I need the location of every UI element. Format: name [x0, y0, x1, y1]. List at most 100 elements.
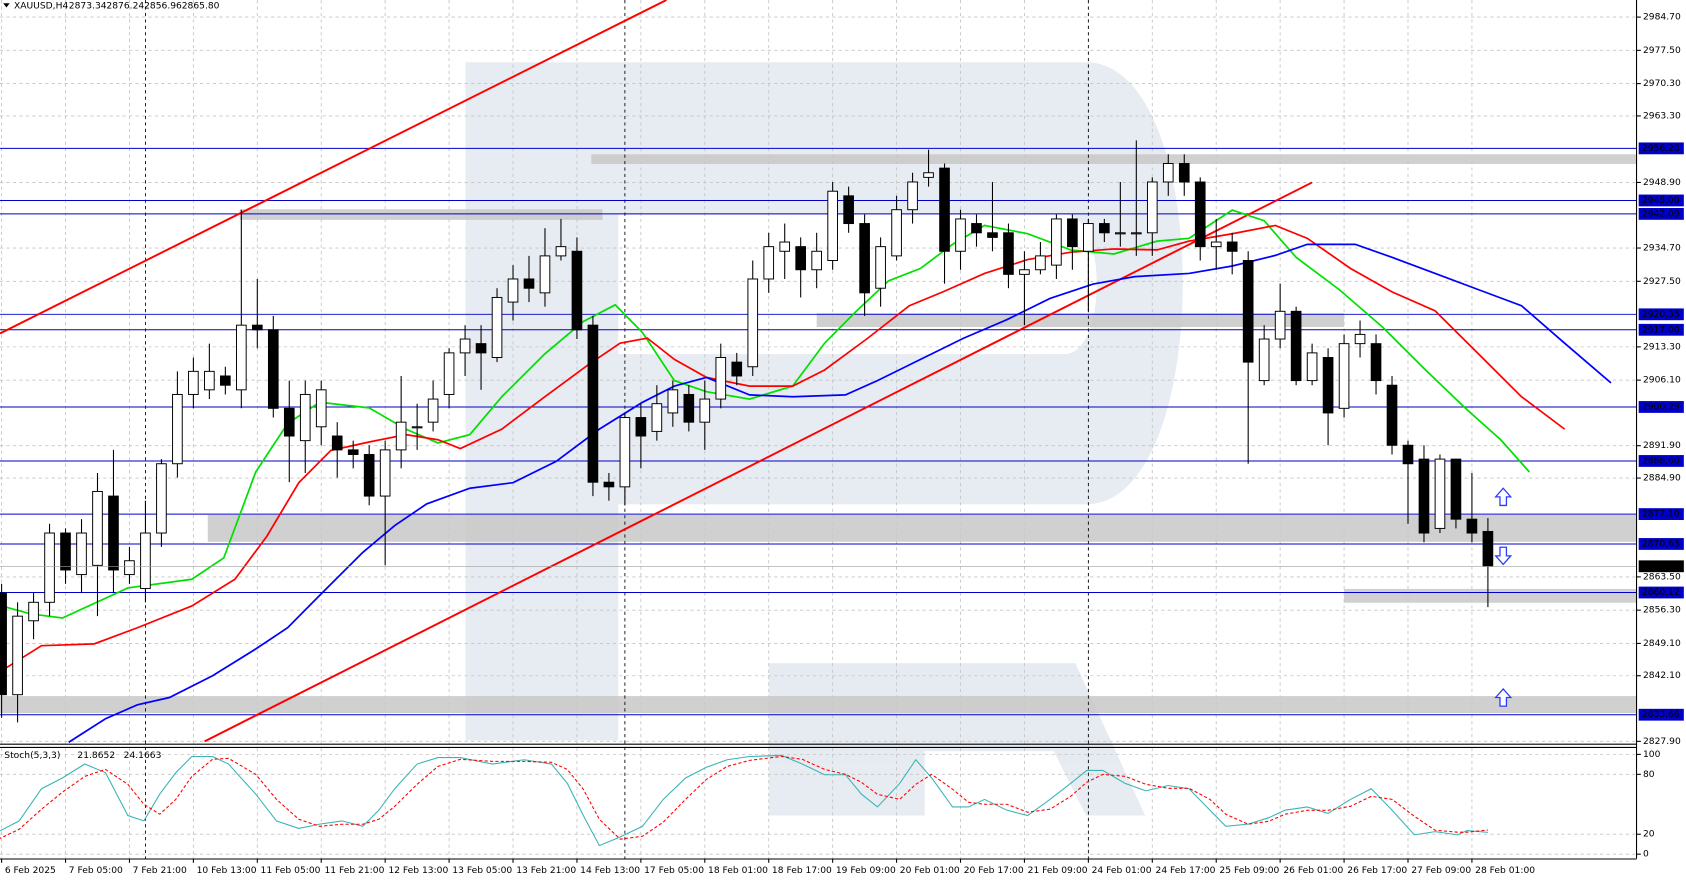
y-tick-label: 2884.90: [1643, 474, 1681, 484]
candle-body: [347, 449, 359, 455]
candle-body: [188, 370, 199, 395]
x-tick-label: 20 Feb 01:00: [900, 866, 960, 876]
moving-average: [1, 224, 1566, 672]
candle-body: [1130, 232, 1142, 235]
y-tick-label: 0: [1643, 850, 1649, 860]
level-label: 2942.09: [1642, 209, 1680, 219]
y-tick-label: 2849.10: [1643, 639, 1681, 649]
trend-line: [0, 0, 667, 335]
candle-body: [523, 278, 535, 289]
x-tick-label: 11 Feb 05:00: [261, 866, 321, 876]
level-label: 2860.12: [1642, 588, 1680, 598]
indicator-value: 24.1663: [124, 751, 162, 761]
candle-body: [12, 615, 23, 696]
candle-body: [763, 246, 775, 280]
indicator-label: Stoch(5,3,3): [4, 751, 60, 761]
x-tick-label: 17 Feb 05:00: [644, 866, 704, 876]
candle-body: [555, 246, 567, 257]
y-tick-label: 2891.90: [1643, 441, 1681, 451]
level-label: 2917.00: [1642, 325, 1680, 335]
x-tick-label: 21 Feb 09:00: [1028, 866, 1088, 876]
candle-body: [363, 454, 375, 497]
candle-body: [667, 389, 679, 414]
menu-triangle: [3, 3, 10, 8]
candle-body: [108, 495, 119, 571]
candle-body: [923, 172, 934, 178]
y-tick-label: 2856.30: [1643, 606, 1681, 616]
x-tick-label: 26 Feb 01:00: [1283, 866, 1343, 876]
trend-line: [204, 181, 1313, 743]
candle-body: [587, 324, 599, 483]
candle-body: [44, 532, 55, 603]
candle-body: [299, 393, 311, 442]
candle-body: [491, 296, 503, 358]
price-zone: [816, 313, 1345, 328]
x-tick-label: 24 Feb 01:00: [1092, 866, 1152, 876]
y-tick-label: 80: [1643, 770, 1655, 780]
level-label: 2945.00: [1642, 196, 1680, 206]
candle-body: [1482, 530, 1494, 567]
candle-body: [124, 560, 135, 576]
x-tick-label: 25 Feb 09:00: [1219, 866, 1279, 876]
candle-body: [1210, 241, 1222, 248]
candle-body: [1162, 163, 1174, 183]
candle-body: [1146, 181, 1158, 234]
candle-body: [379, 449, 391, 497]
candle-body: [1083, 223, 1094, 252]
candle-body: [1099, 223, 1110, 234]
level-label-box: [1638, 142, 1684, 155]
candle-body: [1322, 357, 1334, 414]
y-tick-label: 2934.70: [1643, 244, 1681, 254]
candle-body: [267, 329, 279, 409]
candle-body: [1242, 260, 1254, 363]
candle-body: [635, 417, 647, 437]
x-tick-label: 11 Feb 21:00: [324, 866, 384, 876]
x-tick-label: 13 Feb 05:00: [452, 866, 512, 876]
x-tick-label: 27 Feb 09:00: [1411, 866, 1471, 876]
candle-body: [1434, 458, 1446, 529]
level-label: 2833.66: [1642, 710, 1680, 720]
candle-body: [1450, 458, 1462, 520]
x-tick-label: 28 Feb 01:00: [1475, 866, 1535, 876]
price-zone: [239, 209, 603, 220]
candle-body: [76, 532, 87, 576]
x-tick-label: 6 Feb 2025: [5, 866, 56, 876]
candle-body: [1003, 232, 1014, 275]
level-label-box: [1638, 401, 1684, 413]
x-tick-label: 7 Feb 21:00: [133, 866, 187, 876]
candle-body: [60, 532, 71, 571]
candle-body: [1051, 218, 1062, 266]
level-label: 2900.29: [1642, 402, 1680, 412]
candle-body: [92, 490, 103, 566]
candle-body: [315, 389, 327, 428]
level-label: 2956.28: [1642, 144, 1680, 154]
candle-body: [475, 343, 487, 354]
candle-body: [411, 426, 423, 429]
candle-body: [1194, 181, 1206, 248]
candle-body: [1354, 333, 1366, 345]
level-label-box: [1638, 538, 1684, 550]
candle-body: [427, 398, 439, 423]
y-tick-label: 2977.50: [1643, 46, 1681, 56]
stochastic-line: [0, 754, 1488, 847]
candle-body: [251, 324, 263, 331]
level-label-box: [1638, 586, 1684, 599]
candle-body: [220, 375, 231, 386]
x-tick-label: 18 Feb 01:00: [708, 866, 768, 876]
candle-body: [0, 592, 7, 696]
y-tick-label: 2842.10: [1643, 671, 1681, 681]
y-tick-label: 100: [1643, 750, 1661, 760]
candle-body: [395, 421, 407, 451]
candle-body: [731, 361, 743, 377]
x-tick-label: 20 Feb 17:00: [964, 866, 1024, 876]
ohlc-low: 2856.96: [144, 1, 182, 11]
up-arrow: [1494, 687, 1513, 707]
candle-body: [204, 370, 215, 391]
candle-body: [1178, 163, 1190, 183]
current-price-box: [1638, 560, 1684, 573]
down-arrow: [1494, 546, 1513, 566]
candle-body: [843, 195, 854, 225]
signal-arrows: [1494, 487, 1513, 707]
